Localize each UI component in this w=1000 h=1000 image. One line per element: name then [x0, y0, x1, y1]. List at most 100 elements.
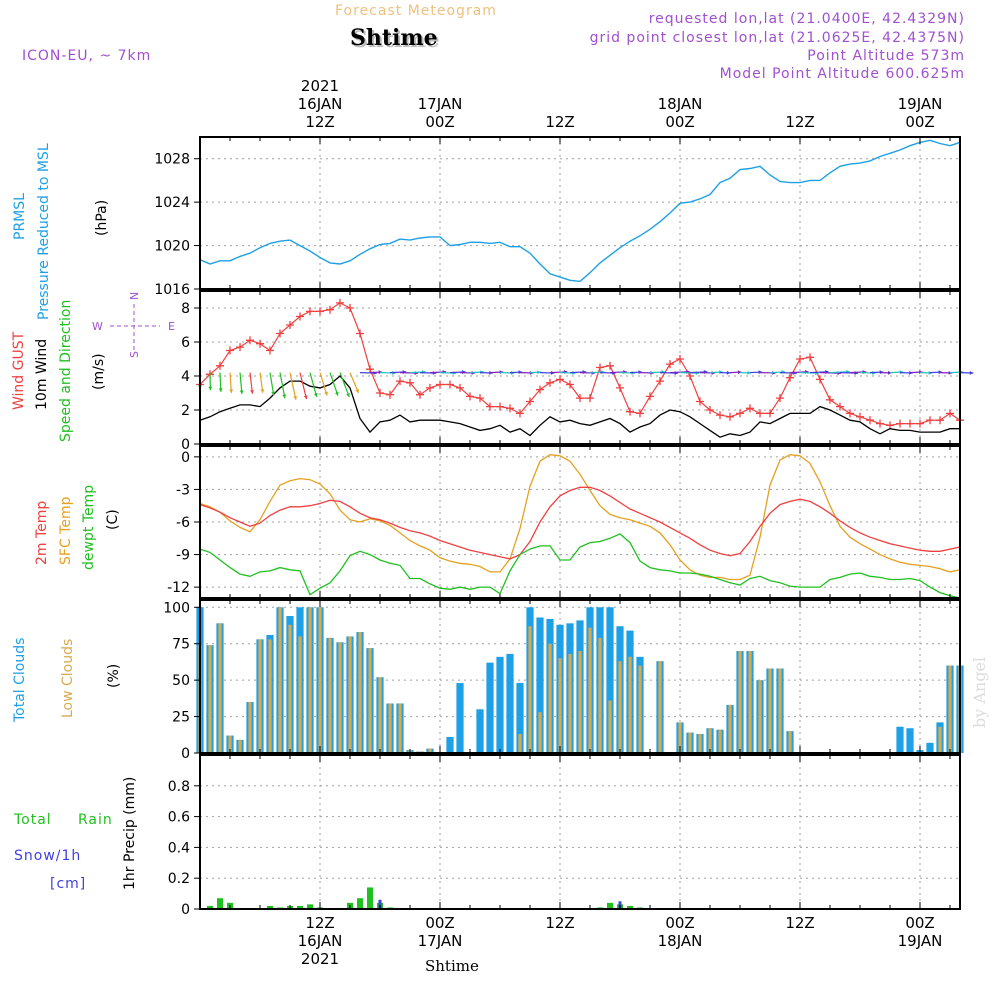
wind-arrow-head — [969, 370, 974, 375]
y-tick-label: 1020 — [154, 239, 190, 255]
rain-bar — [307, 904, 313, 909]
bottom-time-label: 18JAN — [658, 932, 703, 950]
y-tick-label: 50 — [172, 673, 190, 689]
low-cloud-bar — [348, 636, 352, 753]
gust-marker — [746, 404, 754, 413]
panel-frame — [199, 290, 961, 445]
temp-label-unit: (C) — [105, 509, 121, 530]
low-cloud-bar — [278, 607, 282, 753]
wind-arrow-head — [303, 395, 308, 400]
gust-marker — [706, 406, 714, 414]
y-tick-label: 100 — [163, 600, 190, 616]
low-cloud-bar — [208, 645, 212, 753]
gust-marker — [566, 380, 574, 389]
wind-arrow-head — [282, 394, 287, 399]
gust-marker — [766, 409, 774, 418]
wind-arrow-head — [726, 370, 731, 375]
y-tick-label: -12 — [167, 580, 190, 596]
wind-compass: W E N S — [92, 292, 175, 358]
low-cloud-bar — [288, 624, 292, 753]
low-cloud-bar — [398, 703, 402, 753]
temp-label-dewpt: dewpt Temp — [81, 485, 97, 570]
gust-marker — [846, 409, 854, 418]
watermark: by Angel — [970, 657, 989, 728]
y-tick-label: -3 — [176, 482, 190, 498]
low-cloud-bar — [228, 735, 232, 753]
pressure-line — [199, 139, 961, 283]
low-cloud-bar — [318, 607, 322, 753]
top-time-label: 12Z — [305, 113, 334, 131]
pressure-label-unit: (hPa) — [94, 200, 110, 236]
gust-marker — [236, 343, 244, 352]
low-cloud-bar — [298, 636, 302, 753]
low-cloud-bar — [628, 656, 632, 753]
clouds-label-total: Total Clouds — [12, 638, 28, 723]
bottom-time-label: 12Z — [305, 914, 334, 932]
gust-marker — [376, 389, 384, 397]
bottom-time-label: 12Z — [785, 914, 814, 932]
bottom-time-label: 00Z — [425, 914, 454, 932]
low-cloud-bar — [548, 643, 552, 753]
y-tick-label: 75 — [172, 637, 190, 653]
wind-arrow-head — [313, 392, 318, 397]
gust-marker — [676, 355, 684, 363]
y-tick-label: 6 — [181, 335, 190, 351]
gust-marker — [876, 419, 884, 428]
gust-marker — [906, 419, 914, 428]
wind-arrow-head — [260, 389, 265, 393]
precip-label-snow: Snow/1h — [14, 848, 81, 864]
gust-marker — [296, 312, 304, 321]
precip-label-axis: 1hr Precip (mm) — [122, 777, 138, 890]
gust-marker — [386, 390, 394, 399]
location-title: Shtime — [350, 25, 438, 51]
wind-arrow-head — [208, 386, 213, 391]
gust-marker — [366, 365, 374, 374]
low-cloud-bar — [768, 668, 772, 753]
gust-marker — [486, 402, 494, 411]
wind-label-unit: (m/s) — [91, 353, 107, 390]
axis-layer: 101610201024102802468-12-9-6-30025507510… — [154, 77, 951, 968]
pressure-label-desc: Pressure Reduced to MSL — [36, 143, 52, 320]
wind-arrow-shaft — [349, 372, 360, 394]
low-cloud-bar — [728, 704, 732, 753]
y-tick-label: 8 — [181, 301, 190, 317]
gust-marker — [936, 416, 944, 425]
gust-marker — [456, 383, 464, 392]
y-tick-label: 0 — [181, 437, 190, 453]
gust-marker — [786, 373, 794, 382]
wind-speed-line — [199, 375, 960, 438]
y-tick-label: 1028 — [154, 152, 190, 168]
location-title-shadow: Shtime — [352, 27, 440, 53]
low-cloud-bar — [938, 726, 942, 753]
y-tick-label: 4 — [181, 369, 190, 385]
low-cloud-bar — [758, 680, 762, 753]
gust-marker — [496, 402, 504, 411]
data-layer — [196, 139, 974, 910]
total-cloud-bar — [926, 742, 934, 753]
low-cloud-bar — [598, 637, 602, 753]
total-cloud-bar — [896, 726, 904, 753]
wind-arrow-head — [355, 388, 359, 393]
gust-marker — [326, 305, 334, 314]
gust-marker — [926, 416, 934, 425]
gust-marker — [276, 329, 284, 338]
top-time-label: 17JAN — [418, 95, 463, 113]
low-cloud-bar — [718, 729, 722, 753]
low-cloud-bar — [698, 734, 702, 753]
gust-marker — [646, 392, 654, 401]
total-cloud-bar — [516, 683, 524, 753]
low-cloud-bar — [788, 731, 792, 753]
low-cloud-bar — [748, 651, 752, 753]
gust-marker — [756, 409, 764, 418]
top-time-label: 00Z — [905, 113, 934, 131]
gust-marker — [536, 385, 544, 394]
gust-marker — [866, 416, 874, 425]
top-time-label: 12Z — [785, 113, 814, 131]
gust-marker — [586, 394, 594, 403]
bottom-time-label: 12Z — [545, 914, 574, 932]
model-point-altitude: Model Point Altitude 600.625m — [720, 66, 965, 82]
rain-bar — [627, 905, 633, 909]
low-cloud-bar — [618, 661, 622, 753]
low-cloud-bar — [558, 658, 562, 753]
gust-marker — [836, 402, 844, 411]
